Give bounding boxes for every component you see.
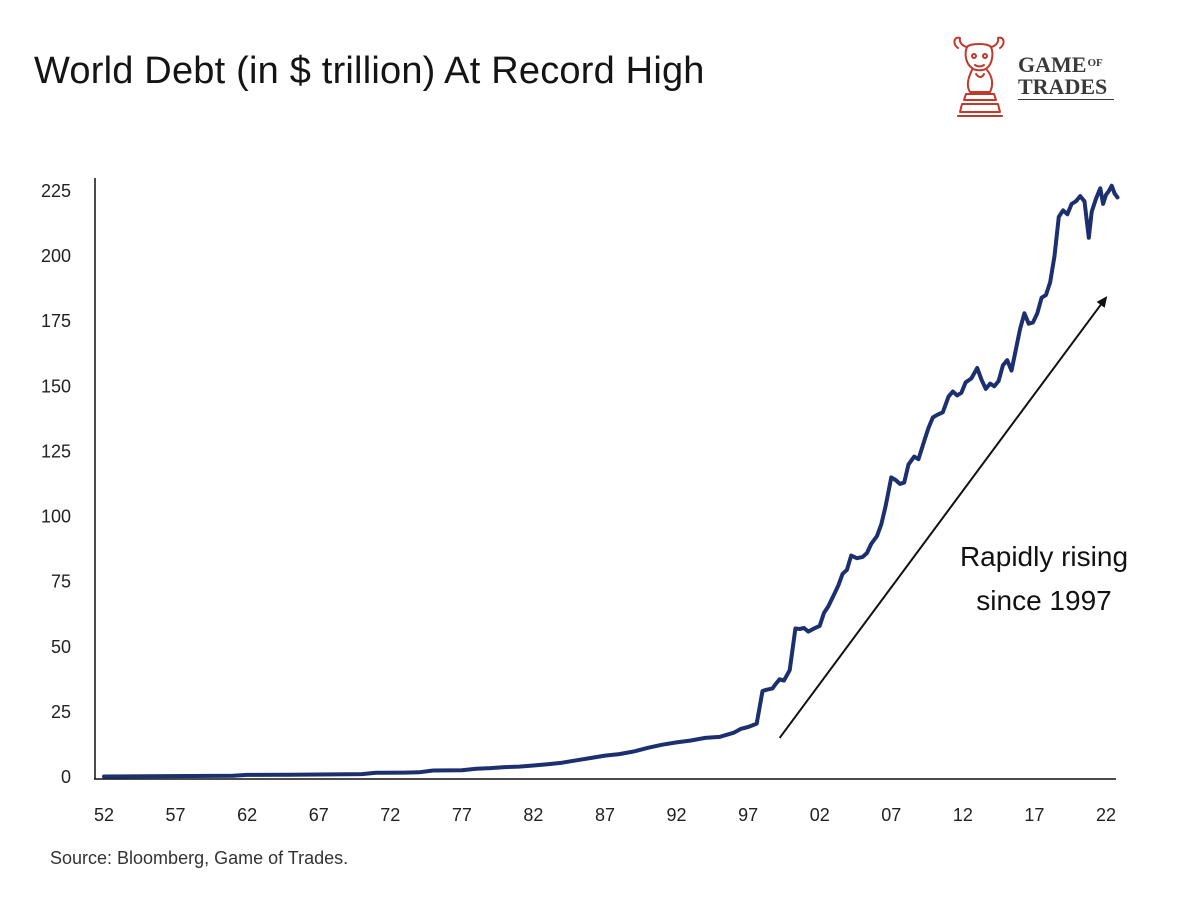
annotation-text: Rapidly rising (960, 541, 1128, 572)
x-tick-label: 72 (380, 805, 400, 825)
x-tick-label: 22 (1096, 805, 1116, 825)
x-tick-label: 67 (309, 805, 329, 825)
chart-title: World Debt (in $ trillion) At Record Hig… (34, 50, 705, 92)
x-tick-label: 77 (452, 805, 472, 825)
y-tick-label: 150 (41, 376, 71, 396)
y-tick-label: 75 (51, 572, 71, 592)
x-tick-label: 87 (595, 805, 615, 825)
game-of-trades-logo: GAMEOF TRADES (948, 34, 1123, 124)
trend-arrow (778, 296, 1108, 739)
logo-wordmark: GAMEOF TRADES (1018, 52, 1114, 100)
logo-line1: GAME (1018, 52, 1087, 77)
x-tick-label: 97 (738, 805, 758, 825)
x-tick-label: 57 (166, 805, 186, 825)
y-tick-label: 125 (41, 441, 71, 461)
y-tick-label: 175 (41, 311, 71, 331)
x-tick-label: 12 (953, 805, 973, 825)
x-tick-label: 17 (1024, 805, 1044, 825)
x-tick-label: 92 (667, 805, 687, 825)
y-tick-label: 50 (51, 637, 71, 657)
y-tick-label: 225 (41, 181, 71, 201)
y-tick-label: 200 (41, 246, 71, 266)
y-tick-label: 100 (41, 507, 71, 527)
x-tick-label: 07 (881, 805, 901, 825)
y-tick-label: 25 (51, 702, 71, 722)
bull-chess-knight-icon (953, 36, 1005, 117)
x-tick-label: 02 (810, 805, 830, 825)
x-tick-label: 52 (94, 805, 114, 825)
logo-of: OF (1087, 57, 1103, 69)
annotation-text: since 1997 (976, 585, 1111, 616)
x-tick-label: 82 (523, 805, 543, 825)
logo-line2: TRADES (1018, 76, 1114, 100)
x-tick-label: 62 (237, 805, 257, 825)
source-note: Source: Bloomberg, Game of Trades. (50, 848, 349, 868)
y-tick-label: 0 (61, 767, 71, 787)
world-debt-line (102, 183, 1120, 779)
